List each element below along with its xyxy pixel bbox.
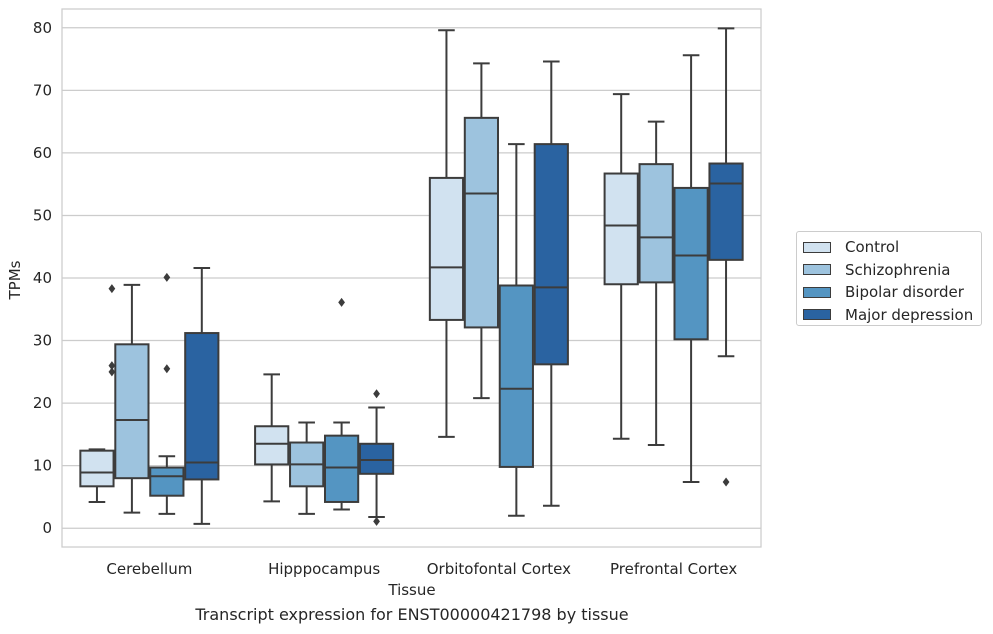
legend-item-schizophrenia: Schizophrenia xyxy=(803,259,975,282)
x-tick-label: Prefrontal Cortex xyxy=(610,560,737,578)
box-plot-boxes xyxy=(79,27,744,526)
box-schizophrenia xyxy=(114,283,150,514)
chart-caption: Transcript expression for ENST0000042179… xyxy=(195,605,629,624)
box-major-depression xyxy=(184,266,220,525)
outlier-point xyxy=(108,367,116,377)
box-iqr xyxy=(79,449,115,488)
outlier-point xyxy=(722,477,730,487)
x-tick-label: Cerebellum xyxy=(106,560,192,578)
box-bipolar-disorder xyxy=(498,143,534,517)
box-iqr xyxy=(184,332,220,481)
box-schizophrenia xyxy=(289,421,325,515)
legend-label: Control xyxy=(845,238,900,257)
legend-item-control: Control xyxy=(803,236,975,259)
gridlines xyxy=(62,27,761,529)
y-axis-label: TPMs xyxy=(6,260,24,300)
box-schizophrenia xyxy=(463,62,500,400)
legend-label: Major depression xyxy=(845,305,974,324)
x-tick-label: Orbitofontal Cortex xyxy=(427,560,571,578)
box-major-depression xyxy=(708,27,744,487)
outlier-point xyxy=(373,516,380,526)
box-schizophrenia xyxy=(638,120,674,447)
box-iqr xyxy=(498,284,534,468)
box-iqr xyxy=(463,116,500,329)
box-major-depression xyxy=(358,389,395,526)
legend: Control Schizophrenia Bipolar disorder M… xyxy=(796,231,982,326)
y-tick-label: 70 xyxy=(33,81,52,99)
box-iqr xyxy=(708,162,744,261)
outlier-point xyxy=(163,364,171,374)
box-bipolar-disorder xyxy=(149,272,185,515)
box-iqr xyxy=(533,143,569,366)
outlier-point xyxy=(338,297,345,307)
box-control xyxy=(428,29,465,438)
plot-frame xyxy=(61,8,762,548)
legend-swatch xyxy=(803,241,831,253)
box-control xyxy=(79,448,115,503)
outlier-point xyxy=(108,284,116,294)
x-axis-label: Tissue xyxy=(387,581,435,599)
outlier-point xyxy=(373,389,380,399)
y-tick-label: 40 xyxy=(33,269,52,287)
box-iqr xyxy=(673,186,709,341)
y-tick-label: 0 xyxy=(42,519,52,537)
y-tick-label: 20 xyxy=(33,394,52,412)
legend-swatch xyxy=(803,309,831,321)
box-bipolar-disorder xyxy=(323,297,360,511)
box-iqr xyxy=(323,434,360,503)
y-tick-label: 10 xyxy=(33,457,52,475)
box-iqr xyxy=(358,442,395,475)
legend-swatch xyxy=(803,264,831,276)
box-iqr xyxy=(149,466,185,497)
box-iqr xyxy=(428,176,465,321)
box-bipolar-disorder xyxy=(673,54,709,483)
y-tick-label: 30 xyxy=(33,332,52,350)
x-tick-label: Hipppocampus xyxy=(268,560,380,578)
box-iqr xyxy=(254,425,290,466)
legend-label: Bipolar disorder xyxy=(845,283,964,302)
box-iqr xyxy=(638,163,674,284)
box-iqr xyxy=(603,172,639,286)
outlier-point xyxy=(163,272,171,282)
y-tick-label: 60 xyxy=(33,144,52,162)
legend-swatch xyxy=(803,286,831,298)
outlier-point xyxy=(108,361,116,371)
y-tick-label: 50 xyxy=(33,206,52,224)
x-tick-labels: Cerebellum Hipppocampus Orbitofontal Corte… xyxy=(106,560,737,578)
legend-label: Schizophrenia xyxy=(845,260,951,279)
box-major-depression xyxy=(533,60,569,507)
legend-item-bipolar-disorder: Bipolar disorder xyxy=(803,281,975,304)
box-control xyxy=(603,93,639,440)
y-tick-labels: 0 10 20 30 40 50 60 70 80 xyxy=(33,19,52,537)
legend-item-major-depression: Major depression xyxy=(803,304,975,327)
box-iqr xyxy=(114,343,150,480)
y-tick-label: 80 xyxy=(33,19,52,37)
box-control xyxy=(254,373,290,503)
